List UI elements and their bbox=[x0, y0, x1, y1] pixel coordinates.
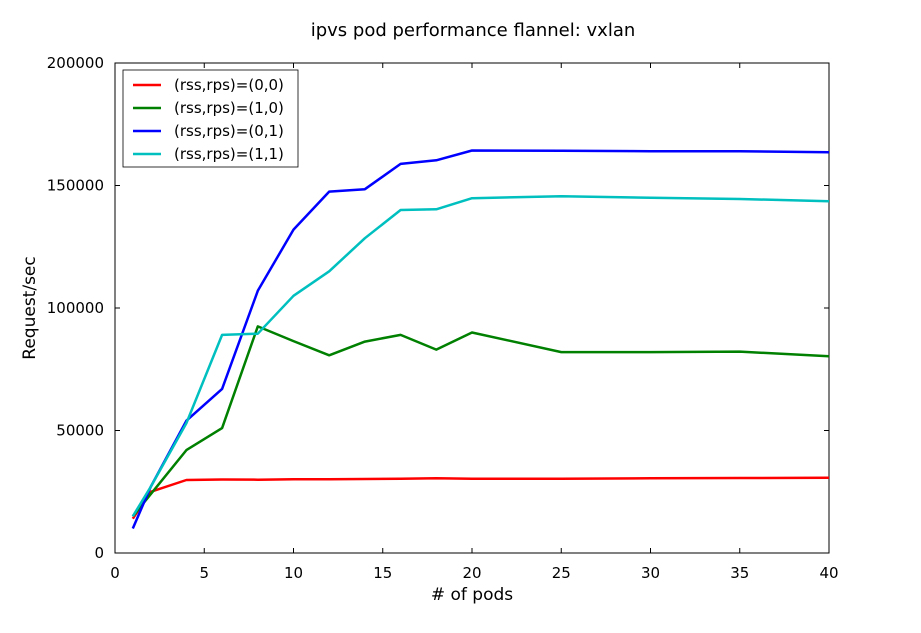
x-tick-label: 15 bbox=[373, 564, 392, 582]
y-tick-label: 150000 bbox=[47, 177, 104, 195]
legend-label-1: (rss,rps)=(1,0) bbox=[174, 99, 284, 117]
x-tick-label: 5 bbox=[199, 564, 209, 582]
chart-title: ipvs pod performance flannel: vxlan bbox=[311, 20, 636, 41]
x-tick-label: 0 bbox=[110, 564, 120, 582]
x-tick-label: 40 bbox=[819, 564, 838, 582]
x-tick-label: 35 bbox=[730, 564, 749, 582]
series-line-0 bbox=[131, 476, 830, 520]
legend: (rss,rps)=(0,0) (rss,rps)=(1,0) (rss,rps)=… bbox=[122, 69, 299, 168]
x-tick-label: 10 bbox=[284, 564, 303, 582]
y-tick-label: 50000 bbox=[56, 422, 104, 440]
legend-label-3: (rss,rps)=(1,1) bbox=[174, 145, 284, 163]
series-line-1 bbox=[131, 325, 830, 518]
series-group bbox=[131, 149, 830, 529]
series-line-3 bbox=[131, 195, 830, 517]
y-axis: 0 50000 100000 150000 200000 bbox=[47, 54, 829, 562]
legend-label-0: (rss,rps)=(0,0) bbox=[174, 76, 284, 94]
y-tick-label: 0 bbox=[94, 544, 104, 562]
x-tick-label: 20 bbox=[462, 564, 481, 582]
x-tick-label: 25 bbox=[552, 564, 571, 582]
y-axis-label: Request/sec bbox=[20, 256, 40, 359]
series-line-2 bbox=[131, 149, 830, 529]
x-axis: 0 5 10 15 20 25 30 35 40 bbox=[110, 63, 839, 582]
x-axis-label: # of pods bbox=[431, 585, 513, 605]
x-tick-label: 30 bbox=[641, 564, 660, 582]
legend-label-2: (rss,rps)=(0,1) bbox=[174, 122, 284, 140]
y-tick-label: 100000 bbox=[47, 299, 104, 317]
y-tick-label: 200000 bbox=[47, 54, 104, 72]
